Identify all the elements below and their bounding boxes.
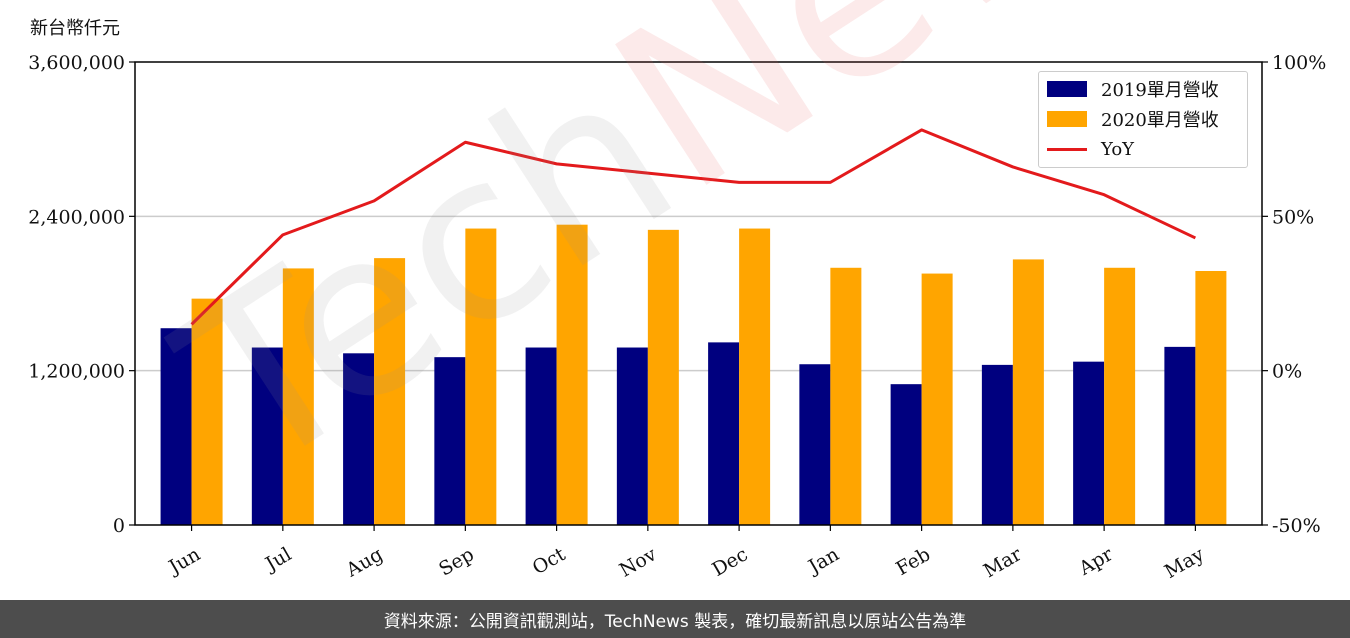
x-tick-label: Dec	[708, 543, 751, 581]
x-tick-label: Oct	[529, 543, 570, 579]
bar-2020-sep	[465, 228, 497, 525]
y2-tick-label: 100%	[1272, 52, 1326, 74]
legend-item-2020: 2020單月營收	[1047, 106, 1219, 132]
y2-tick-label: 50%	[1272, 206, 1314, 228]
x-tick-label: Nov	[616, 543, 661, 582]
x-tick-label: May	[1161, 543, 1208, 583]
bar-2019-mar	[981, 364, 1013, 525]
x-tick-label: Apr	[1074, 543, 1117, 580]
bar-2020-mar	[1012, 259, 1044, 525]
y-axis-unit-label: 新台幣仟元	[30, 18, 120, 39]
legend-label-2020: 2020單月營收	[1101, 110, 1219, 131]
source-footer: 資料來源：公開資訊觀測站，TechNews 製表，確切最新訊息以原站公告為準	[0, 600, 1350, 638]
axes	[134, 61, 1263, 526]
bar-2020-jul	[282, 268, 314, 525]
legend-swatch-2020	[1047, 111, 1087, 127]
bar-2020-jun	[191, 298, 223, 525]
bar-2020-dec	[739, 228, 771, 525]
bar-2019-dec	[708, 342, 740, 525]
source-footer-text: 資料來源：公開資訊觀測站，TechNews 製表，確切最新訊息以原站公告為準	[383, 611, 967, 632]
x-tick-label: Aug	[342, 543, 387, 582]
x-tick-label: Jul	[260, 543, 295, 576]
legend-label-yoy: YoY	[1101, 138, 1135, 160]
bar-2020-nov	[647, 229, 679, 525]
legend-label-2019: 2019單月營收	[1101, 80, 1219, 101]
bar-2019-sep	[434, 357, 466, 525]
bar-2019-apr	[1073, 361, 1105, 525]
x-tick-label: Jun	[164, 543, 205, 579]
bar-2020-may	[1195, 270, 1227, 525]
yoy-line-layer	[190, 128, 1197, 326]
bar-2019-may	[1164, 346, 1196, 525]
bars	[160, 224, 1227, 525]
yoy-line	[190, 128, 1197, 326]
legend-item-2019: 2019單月營收	[1047, 76, 1219, 102]
x-tick-label: Feb	[892, 543, 934, 580]
x-tick-label: Mar	[980, 543, 1026, 582]
x-tick-label: Jan	[803, 543, 843, 579]
bar-2020-feb	[921, 273, 953, 525]
y2-tick-label: 0%	[1272, 361, 1302, 383]
bar-2019-jun	[160, 328, 192, 525]
bar-2019-jul	[251, 347, 283, 525]
chart-legend: 2019單月營收 2020單月營收 YoY	[1038, 71, 1248, 168]
bar-2019-jan	[799, 364, 831, 525]
legend-item-yoy: YoY	[1047, 136, 1134, 162]
revenue-chart: 0 1,200,000 2,400,000 3,600,000 -50% 0% 50% 100…	[28, 52, 1326, 583]
bar-2020-aug	[374, 258, 406, 525]
legend-swatch-yoy	[1047, 147, 1087, 151]
bar-2020-apr	[1104, 267, 1136, 525]
y-tick-label: 0	[113, 515, 125, 537]
bar-2019-nov	[616, 347, 648, 525]
bar-2019-aug	[343, 353, 375, 525]
bar-2019-oct	[525, 347, 557, 525]
y-tick-label: 3,600,000	[28, 52, 125, 74]
x-tick-label: Sep	[435, 543, 478, 580]
y-tick-label: 2,400,000	[28, 206, 125, 228]
legend-swatch-2019	[1047, 81, 1087, 97]
bar-2020-oct	[556, 224, 588, 525]
bar-2020-jan	[830, 267, 862, 525]
bar-2019-feb	[890, 384, 922, 525]
plot-frame	[134, 61, 1263, 526]
y2-tick-label: -50%	[1272, 515, 1321, 537]
y-tick-label: 1,200,000	[28, 361, 125, 383]
